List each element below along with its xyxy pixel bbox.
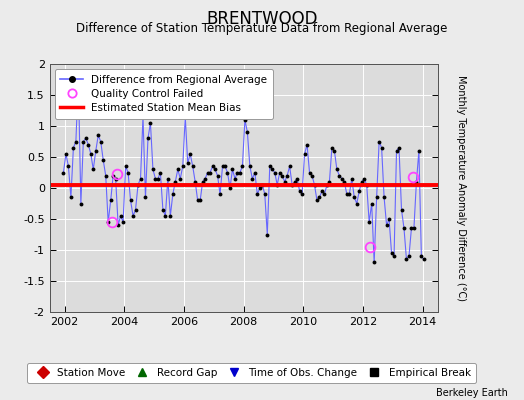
Legend: Difference from Regional Average, Quality Control Failed, Estimated Station Mean: Difference from Regional Average, Qualit… [55,69,272,119]
Text: BRENTWOOD: BRENTWOOD [206,10,318,28]
Legend: Station Move, Record Gap, Time of Obs. Change, Empirical Break: Station Move, Record Gap, Time of Obs. C… [27,363,476,383]
Text: Difference of Station Temperature Data from Regional Average: Difference of Station Temperature Data f… [77,22,447,35]
Text: Berkeley Earth: Berkeley Earth [436,388,508,398]
Y-axis label: Monthly Temperature Anomaly Difference (°C): Monthly Temperature Anomaly Difference (… [456,75,466,301]
